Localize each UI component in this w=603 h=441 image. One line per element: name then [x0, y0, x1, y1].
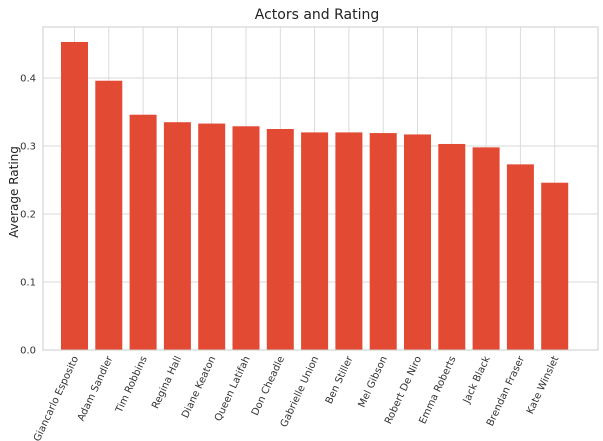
x-tick-label: Gabrielle Union [279, 355, 322, 429]
bar [472, 147, 500, 350]
bar [163, 122, 191, 350]
y-tick-labels: 0.0 0.1 0.2 0.3 0.4 [20, 74, 36, 357]
x-tick-label: Jack Black [461, 354, 493, 406]
y-axis-label: Average Rating [7, 146, 21, 238]
y-tick-label: 0.0 [20, 346, 36, 357]
x-tick-label: Diane Keaton [180, 355, 218, 420]
bar [541, 182, 569, 350]
plot-frame [42, 26, 599, 351]
x-tick-label: Kate Winslet [525, 355, 561, 416]
bar [61, 41, 88, 351]
bar [506, 164, 534, 350]
x-tick-label: Giancarlo Esposito [32, 355, 81, 441]
y-tick-label: 0.3 [20, 142, 36, 153]
bar [335, 132, 363, 350]
x-tick-label: Brendan Fraser [485, 354, 527, 428]
x-tick-label: Mel Gibson [357, 355, 390, 410]
chart-title: Actors and Rating [255, 7, 380, 23]
y-tick-label: 0.1 [20, 278, 36, 289]
bar [198, 123, 226, 350]
x-tick-label: Tim Robbins [114, 355, 150, 416]
x-tick-label: Ben Stiller [324, 354, 356, 406]
bar [95, 80, 123, 350]
x-tick-label: Robert De Niro [383, 355, 424, 426]
bar [266, 129, 294, 350]
bar [438, 143, 466, 350]
bar [301, 132, 329, 350]
bars-layer [61, 41, 569, 351]
y-tick-label: 0.2 [20, 210, 36, 221]
bar [232, 126, 260, 350]
y-tick-label: 0.4 [20, 74, 36, 85]
x-tick-label: Adam Sandler [76, 354, 116, 423]
bar [129, 114, 157, 350]
x-tick-label: Don Cheadle [250, 355, 287, 418]
x-tick-label: Queen Latifah [213, 355, 253, 423]
bar [404, 134, 431, 350]
bar [369, 133, 397, 350]
x-tick-label: Emma Roberts [418, 355, 459, 426]
x-tick-label: Regina Hall [150, 355, 184, 411]
